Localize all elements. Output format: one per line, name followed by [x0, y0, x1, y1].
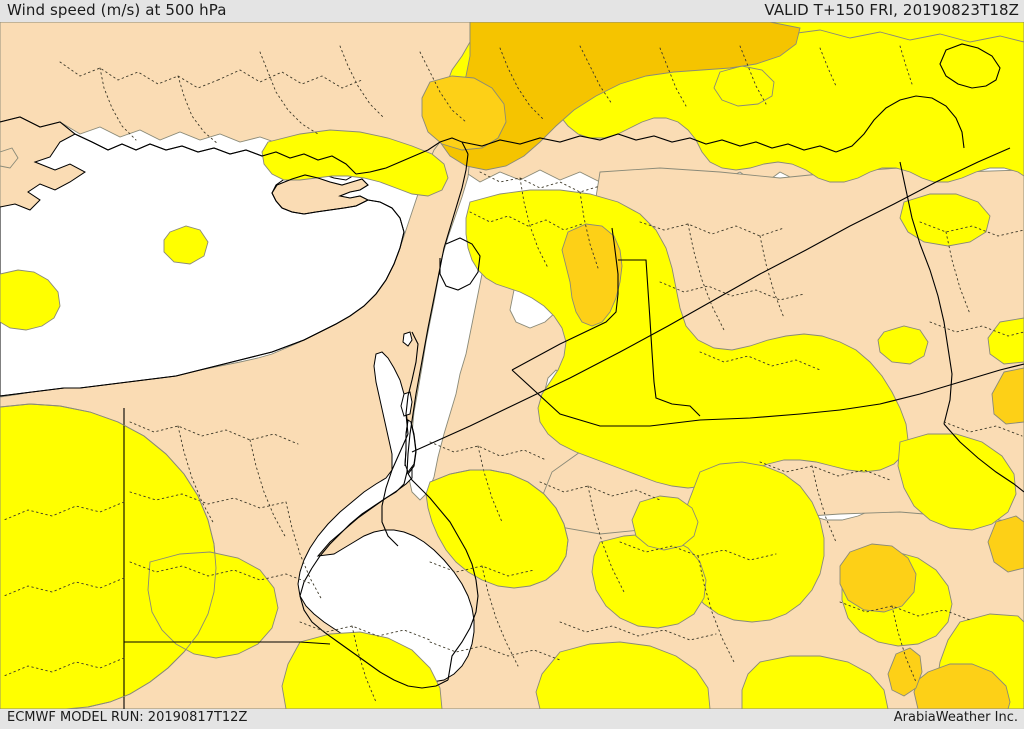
wind-speed-contour-map[interactable]	[0, 22, 1024, 709]
fill-level-gold	[421, 22, 1024, 709]
valid-time-label: VALID T+150 FRI, 20190823T18Z	[764, 1, 1019, 19]
admin-borders	[3, 45, 1024, 703]
provider-credit-label: ArabiaWeather Inc.	[893, 710, 1018, 725]
isotach-contours	[0, 403, 569, 708]
map-header-bar: Wind speed (m/s) at 500 hPa VALID T+150 …	[0, 0, 1024, 22]
map-footer-bar: ECMWF MODEL RUN: 20190817T12Z ArabiaWeat…	[0, 709, 1024, 729]
coastlines	[0, 43, 1001, 689]
model-run-label: ECMWF MODEL RUN: 20190817T12Z	[7, 710, 248, 725]
map-canvas[interactable]	[0, 22, 1024, 709]
country-borders	[123, 95, 1024, 709]
page-title: Wind speed (m/s) at 500 hPa	[7, 1, 227, 19]
